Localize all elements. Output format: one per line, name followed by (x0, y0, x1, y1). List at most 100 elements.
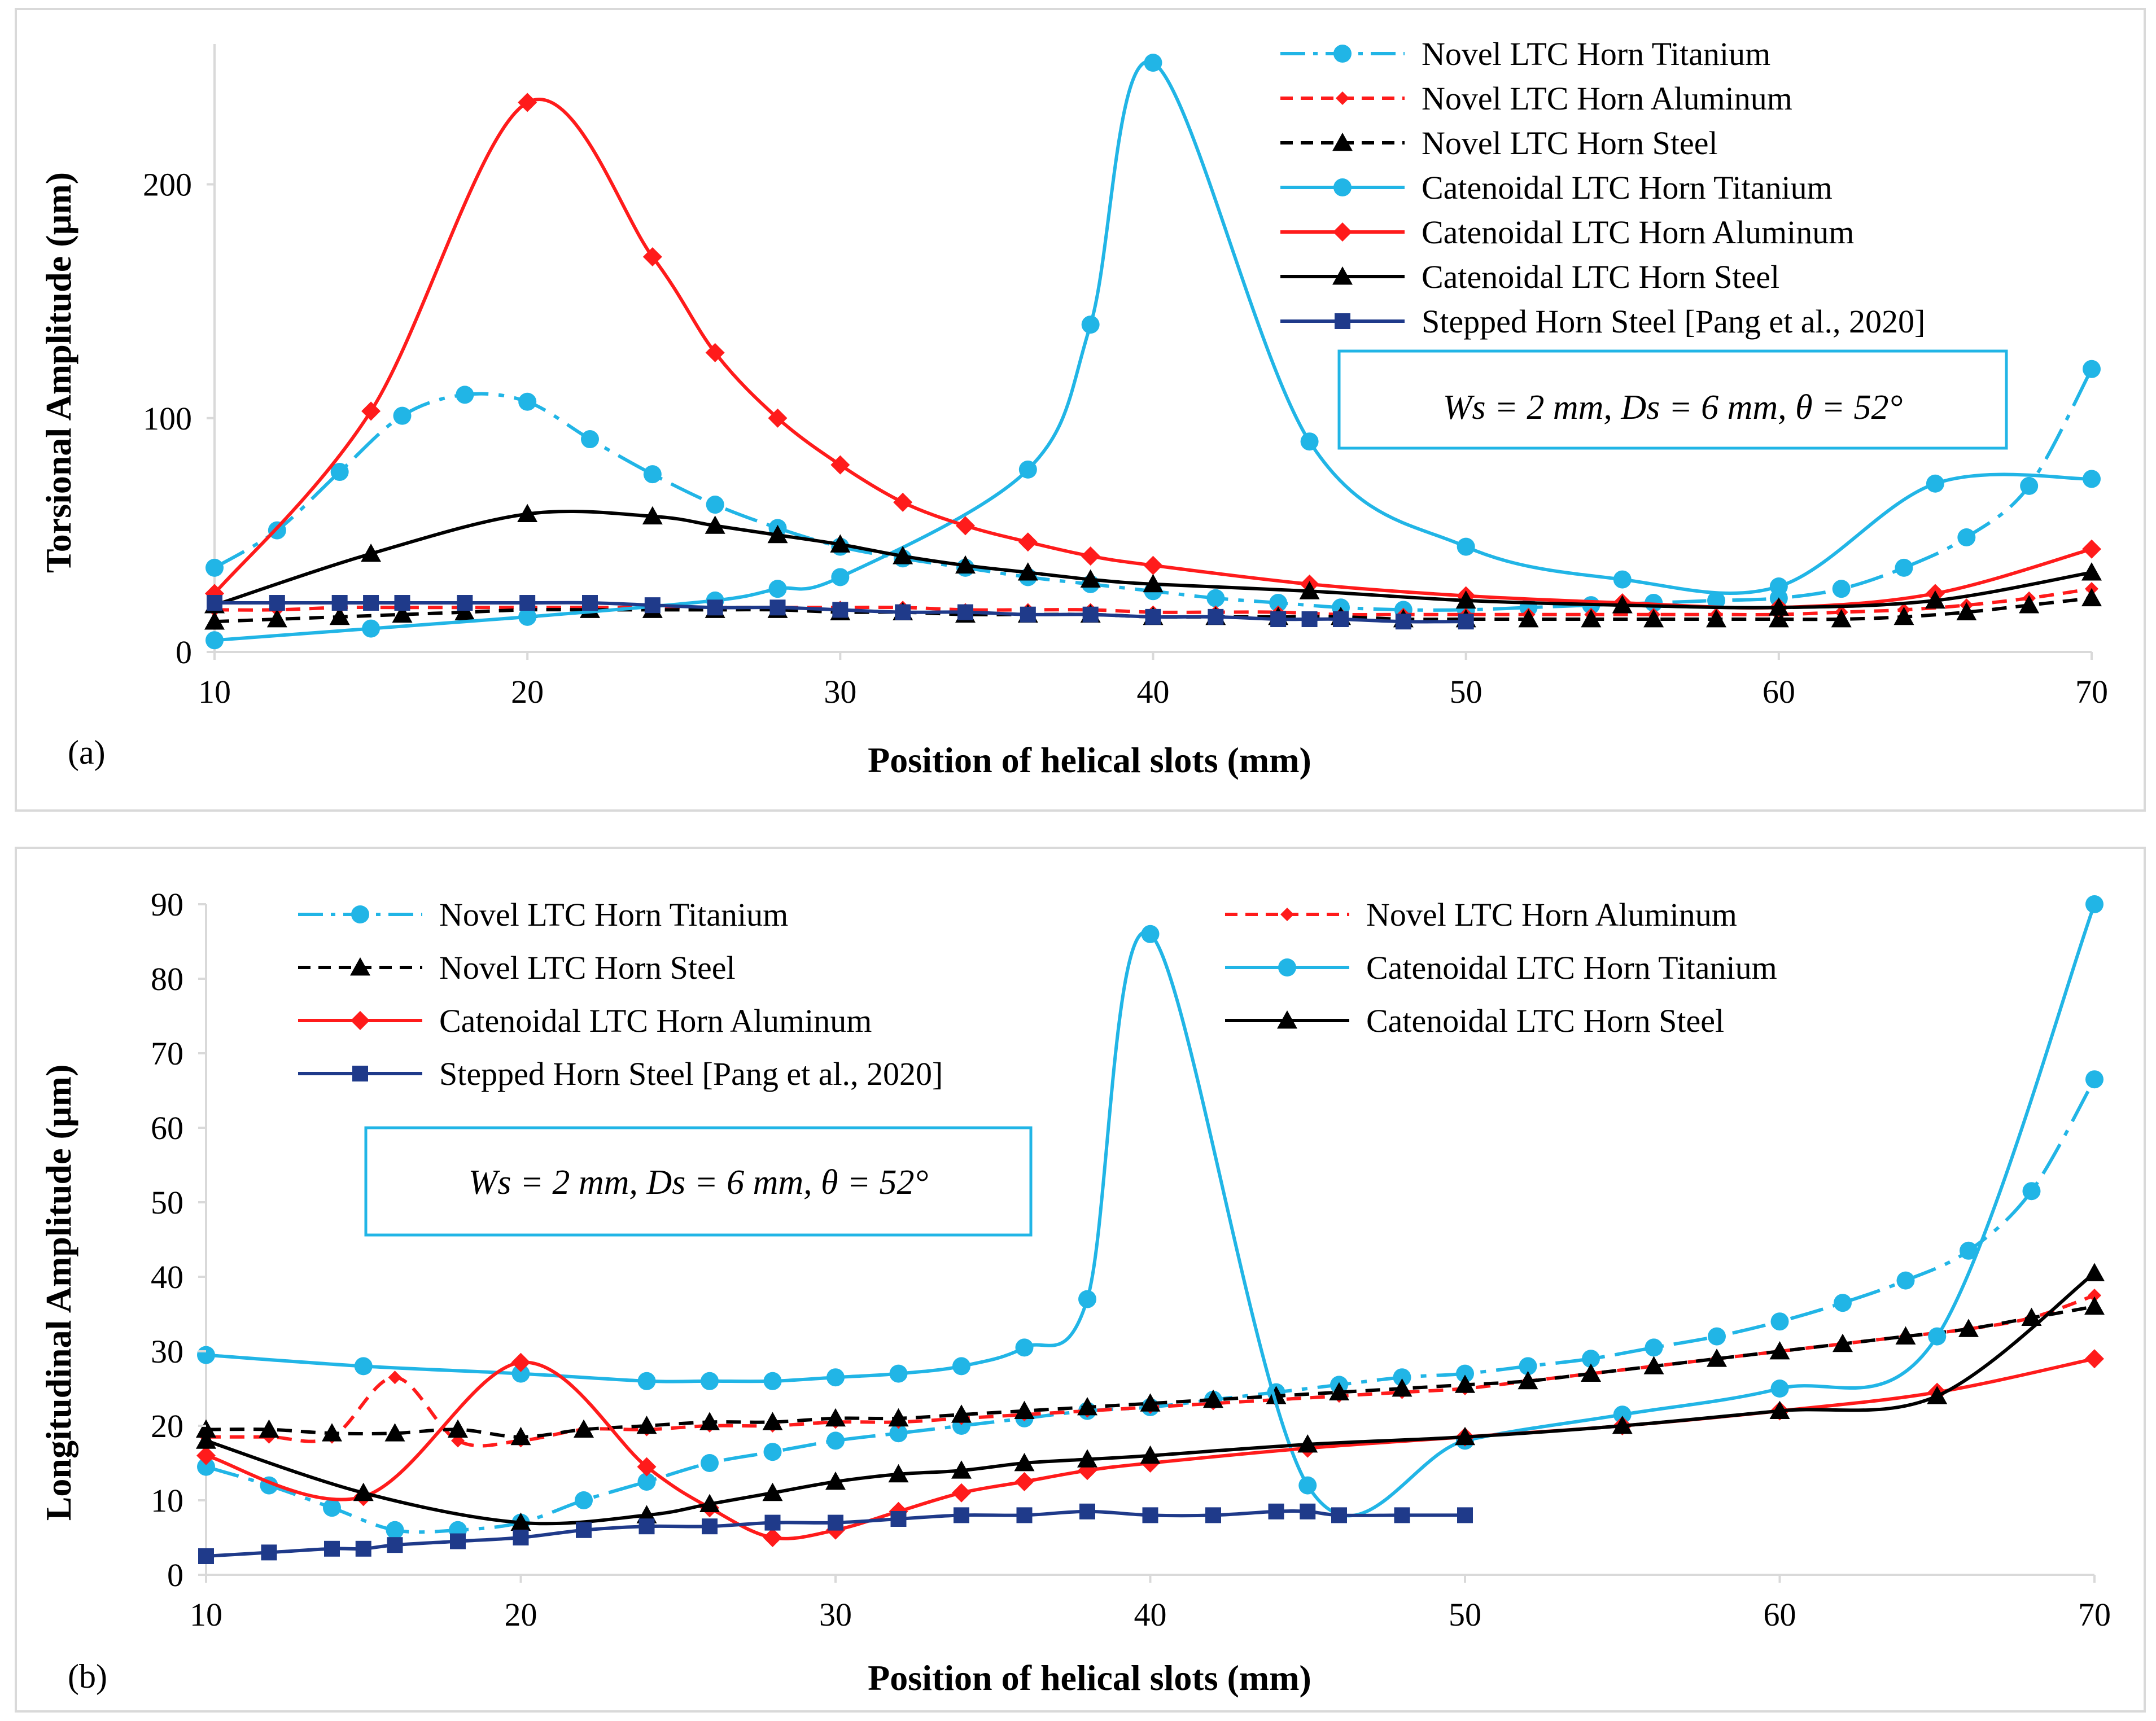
panel-a-data-point (518, 607, 537, 626)
panel-a-legend-marker (1332, 133, 1353, 151)
panel-a-data-point (2082, 539, 2101, 559)
panel-a-data-point (1455, 590, 1476, 609)
panel-b-data-point (1581, 1363, 1601, 1382)
panel-b-data-point (639, 1518, 655, 1535)
panel-a-x-tick-label: 70 (2075, 673, 2108, 710)
panel-b-y-tick-label: 50 (151, 1184, 183, 1221)
panel-a-data-point (581, 430, 599, 449)
panel-b-data-point (323, 1499, 341, 1517)
panel-a-data-point (1458, 614, 1474, 630)
panel-b-data-point (1769, 1400, 1790, 1419)
panel-a-data-point (830, 534, 851, 553)
panel-a-data-point (582, 595, 598, 611)
panel-a-data-point (642, 506, 663, 525)
panel-b-legend-label: Novel LTC Horn Steel (439, 949, 736, 986)
panel-b-data-point (197, 1346, 215, 1364)
panel-b-data-point (511, 1352, 531, 1372)
panel-a-xlabel: Position of helical slots (mm) (868, 740, 1311, 780)
panel-b-legend-item: Catenoidal LTC Horn Titanium (1225, 949, 1777, 986)
panel-b-data-point (637, 1457, 657, 1477)
panel-b-data-point (1928, 1327, 1947, 1346)
panel-b-series-3 (196, 1296, 2105, 1446)
panel-a-data-point (361, 544, 382, 562)
panel-b-data-point (888, 1408, 909, 1427)
panel-a-data-point (266, 609, 287, 628)
panel-a-annotation: Ws = 2 mm, Ds = 6 mm, θ = 52° (1443, 388, 1903, 427)
panel-b-legend-marker (351, 905, 369, 923)
panel-b-ylabel: Longitudinal Amplitude (µm) (38, 1065, 78, 1521)
panel-b-x-tick-label: 50 (1449, 1596, 1481, 1633)
panel-a-legend-item: Novel LTC Horn Aluminum (1280, 80, 1792, 117)
panel-b-data-point (1517, 1370, 1538, 1390)
panel-a-x-tick-label: 20 (511, 673, 544, 710)
panel-b-data-point (1268, 1503, 1284, 1519)
panel-a-data-point (1769, 577, 1788, 596)
panel-b-legend-label: Catenoidal LTC Horn Aluminum (439, 1002, 872, 1039)
panel-b-data-point (701, 1372, 719, 1390)
panel-a-data-point (1457, 537, 1475, 556)
panel-b-annotation: Ws = 2 mm, Ds = 6 mm, θ = 52° (469, 1163, 929, 1202)
panel-a-x-tick-label: 10 (198, 673, 231, 710)
panel-b-legend: Novel LTC Horn Titanium Novel LTC Horn Al… (298, 896, 1777, 1092)
panel-b-data-point (1015, 1338, 1034, 1357)
panel-b-data-point (388, 1370, 402, 1385)
panel-b-data-point (763, 1443, 782, 1461)
panel-b-data-point (575, 1491, 593, 1509)
panel-b-x-tick-label: 10 (190, 1596, 222, 1633)
panel-b-data-point (1394, 1507, 1410, 1523)
panel-b-x-tick-label: 40 (1134, 1596, 1167, 1633)
panel-a-data-point (1832, 580, 1851, 598)
panel-b-data-point (1455, 1374, 1475, 1393)
panel-a-data-point (1395, 614, 1411, 630)
panel-b-legend-label: Catenoidal LTC Horn Titanium (1366, 949, 1777, 986)
panel-a-data-point (1768, 609, 1789, 628)
panel-b-data-point (1457, 1507, 1473, 1523)
panel-b-data-point (574, 1419, 594, 1438)
panel-b-y-tick-label: 60 (151, 1110, 183, 1146)
panel-b-label: (b) (68, 1658, 107, 1695)
panel-a-data-point (1956, 602, 1977, 620)
panel-b-y-tick-label: 90 (151, 886, 183, 923)
panel-a-data-point (1643, 609, 1664, 628)
panel-b-data-point (1393, 1368, 1411, 1387)
panel-a-data-point (1831, 609, 1852, 628)
panel-a-data-point (392, 604, 413, 623)
panel-b-data-point (2088, 1289, 2101, 1302)
panel-b-legend-label: Novel LTC Horn Aluminum (1366, 896, 1737, 933)
panel-b-data-point (2021, 1307, 2042, 1326)
panel-b-legend-item: Novel LTC Horn Aluminum (1225, 896, 1737, 933)
panel-b-data-point (825, 1472, 846, 1490)
panel-b-legend-item: Stepped Horn Steel [Pang et al., 2020] (298, 1056, 943, 1092)
panel-b-data-point (2085, 1349, 2104, 1369)
panel-b-data-point (951, 1460, 972, 1479)
panel-a-data-point (361, 401, 381, 421)
panel-b-data-point (513, 1530, 529, 1545)
panel-b-data-point (322, 1423, 342, 1442)
panel-a-legend-label: Stepped Horn Steel [Pang et al., 2020] (1422, 303, 1925, 340)
panel-a-data-point (1301, 611, 1318, 628)
panel-b-data-point (1297, 1434, 1318, 1453)
panel-b-y-tick-label: 70 (151, 1035, 183, 1072)
panel-b-data-point (1456, 1364, 1474, 1383)
panel-a-data-point (518, 93, 537, 112)
panel-a-data-point (329, 606, 350, 625)
panel-a-data-point (2081, 562, 2102, 581)
panel-a-legend-label: Catenoidal LTC Horn Steel (1422, 259, 1779, 295)
panel-a-data-point (768, 580, 787, 598)
panel-a-data-point (769, 599, 786, 616)
panel-b-data-point (1266, 1386, 1287, 1404)
panel-a-data-point (518, 392, 537, 411)
panel-b-data-point (355, 1540, 371, 1557)
panel-a-legend-marker (1335, 313, 1350, 329)
panel-b-data-point (1014, 1453, 1035, 1472)
panel-a-x-tick-label: 30 (824, 673, 856, 710)
panel-b-x-tick-label: 30 (819, 1596, 852, 1633)
panel-a-data-point (1893, 606, 1914, 625)
panel-b-data-point (1140, 1393, 1161, 1412)
panel-a-data-point (893, 546, 913, 564)
panel-b-y-tick-label: 20 (151, 1408, 183, 1444)
panel-a-data-point (955, 555, 976, 574)
panel-b-legend-marker (1278, 958, 1296, 976)
panel-b-data-point (825, 1408, 846, 1427)
